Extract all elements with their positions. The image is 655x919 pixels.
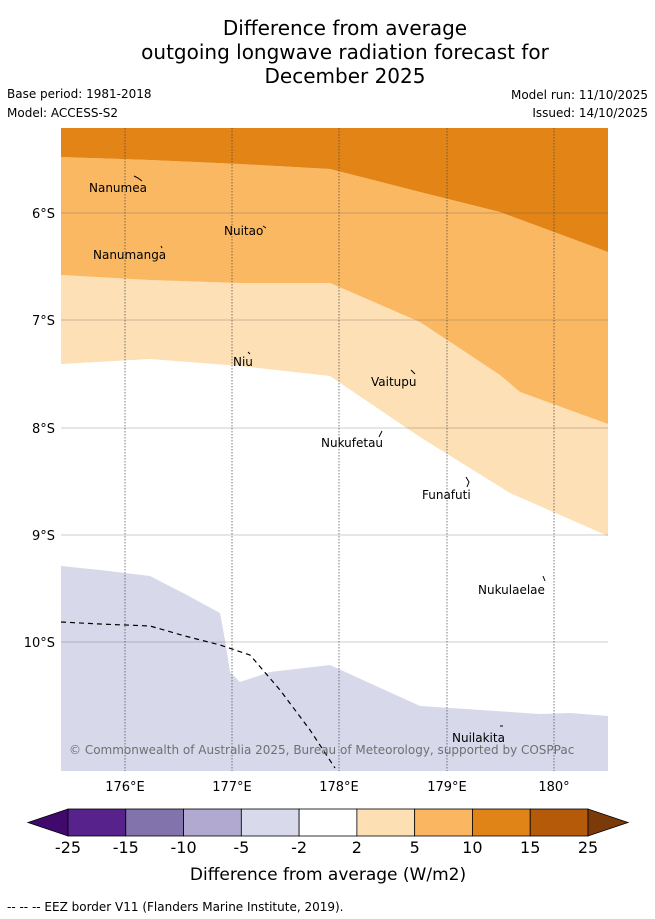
band-2-to-5 <box>61 275 608 536</box>
lat-tick-8s: 8°S <box>32 422 55 437</box>
model-run: Model run: 11/10/2025 <box>510 88 648 102</box>
colorbar-tick-label: 10 <box>462 838 482 857</box>
place-label-nanumea: Nanumea <box>89 181 147 195</box>
place-label-nanumanga: Nanumanga <box>93 248 166 262</box>
place-label-nukufetau: Nukufetau <box>321 436 383 450</box>
place-label-nukulaelae: Nukulaelae <box>478 583 545 597</box>
colorbar-segment <box>298 808 358 837</box>
island-funafuti <box>465 476 470 488</box>
model-name: Model: ACCESS-S2 <box>7 106 119 120</box>
title-line-1: Difference from average <box>222 16 468 40</box>
colorbar-segment-min <box>26 808 69 837</box>
base-period: Base period: 1981-2018 <box>7 87 152 101</box>
eez-border <box>60 621 336 769</box>
lon-tick-177e: 177°E <box>212 780 252 795</box>
colorbar-segment <box>67 808 127 837</box>
colorbar-tick-label: -5 <box>233 838 249 857</box>
place-label-funafuti: Funafuti <box>422 488 471 502</box>
place-label-vaitupu: Vaitupu <box>371 375 417 389</box>
lat-gridlines <box>61 212 608 643</box>
colorbar-segment <box>529 808 589 837</box>
colorbar-tick-label: -25 <box>55 838 81 857</box>
lat-tick-9s: 9°S <box>32 529 55 544</box>
island-nuitao <box>262 225 267 229</box>
island-nanumea <box>133 175 143 182</box>
island-marks <box>133 175 546 727</box>
lat-tick-7s: 7°S <box>32 314 55 329</box>
place-label-nuilakita: Nuilakita <box>452 731 505 745</box>
band-5-to-10 <box>61 157 608 424</box>
island-niu <box>247 351 251 355</box>
copyright-notice: © Commonwealth of Australia 2025, Bureau… <box>69 743 574 757</box>
island-nanumanga <box>160 245 163 249</box>
colorbar-segment <box>240 808 300 837</box>
place-label-nuitao: Nuitao <box>224 224 263 238</box>
place-label-niu: Niu <box>233 355 253 369</box>
lon-tick-179e: 179°E <box>427 780 467 795</box>
colorbar-segment <box>356 808 416 837</box>
band-below-average <box>61 566 608 771</box>
eez-footnote: -- -- -- EEZ border V11 (Flanders Marine… <box>7 900 344 914</box>
colorbar-title: Difference from average (W/m2) <box>190 865 466 885</box>
island-nukufetau <box>378 430 383 438</box>
colorbar-tick-label: -10 <box>170 838 196 857</box>
lon-tick-178e: 178°E <box>319 780 359 795</box>
island-vaitupu <box>410 369 416 375</box>
colorbar-tick-label: 15 <box>520 838 540 857</box>
colorbar-tick-label: -15 <box>113 838 139 857</box>
island-nukulaelae <box>542 575 546 582</box>
colorbar-segment <box>183 808 242 837</box>
lon-tick-176e: 176°E <box>105 780 145 795</box>
lat-tick-10s: 10°S <box>24 636 55 651</box>
title-line-3: December 2025 <box>264 64 426 88</box>
colorbar-segment <box>125 808 184 837</box>
colorbar-segment <box>414 808 473 837</box>
lon-gridlines <box>124 128 555 771</box>
colorbar-tick-label: -2 <box>291 838 307 857</box>
chart-title: Difference from average outgoing longwav… <box>0 16 655 88</box>
title-line-2: outgoing longwave radiation forecast for <box>141 40 549 64</box>
colorbar-segment <box>472 808 531 837</box>
colorbar-segment-max <box>587 808 630 837</box>
colorbar-tick-label: 25 <box>578 838 598 857</box>
issued-date: Issued: 14/10/2025 <box>532 106 648 120</box>
lon-tick-180: 180° <box>538 780 569 795</box>
colorbar: -25 -15 -10 -5 -2 2 5 10 15 25 <box>26 808 630 857</box>
lat-tick-6s: 6°S <box>32 207 55 222</box>
band-10-to-15 <box>61 128 608 252</box>
colorbar-tick-label: 5 <box>410 838 420 857</box>
colorbar-tick-label: 2 <box>352 838 362 857</box>
